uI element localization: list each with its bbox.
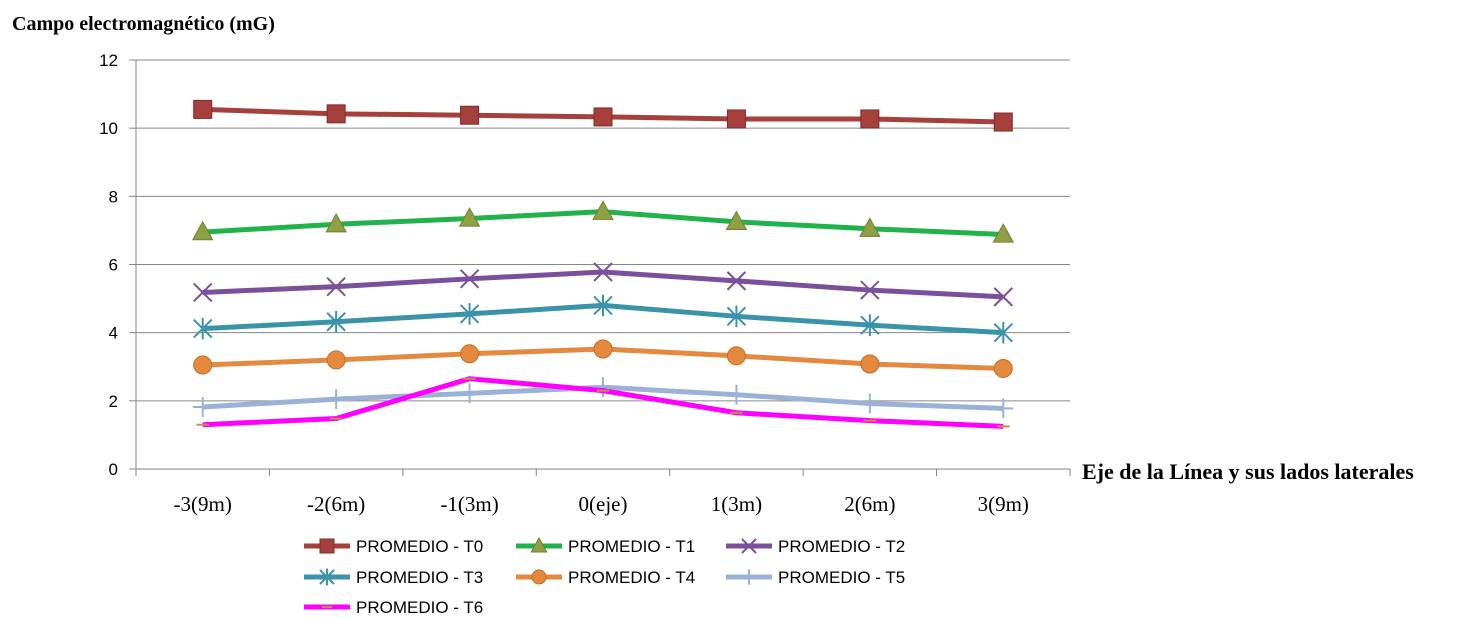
series-2 (193, 262, 1013, 307)
y-tick-label: 6 (109, 256, 118, 275)
data-point (593, 294, 613, 317)
data-point (192, 397, 213, 417)
data-point (326, 350, 346, 370)
data-point (193, 317, 213, 340)
data-point (325, 212, 347, 233)
series-3 (193, 294, 1013, 344)
data-point (726, 346, 746, 366)
x-axis-label: Eje de la Línea y sus lados laterales (1082, 459, 1414, 484)
data-point (326, 389, 347, 410)
legend-item: PROMEDIO - T1 (516, 536, 695, 556)
legend-item: PROMEDIO - T5 (726, 568, 905, 587)
data-point (725, 210, 748, 231)
x-tick-labels: -3(9m) -2(6m) -1(3m) 0(eje) 1(3m) 2(6m) 3(9m) (174, 492, 1029, 516)
series-4 (193, 339, 1013, 378)
data-point (859, 393, 880, 414)
legend-label: PROMEDIO - T3 (356, 568, 483, 587)
data-point (326, 276, 346, 297)
data-point (326, 104, 346, 124)
data-point (460, 105, 480, 125)
data-point (193, 355, 213, 375)
x-tick-label: 0(eje) (579, 492, 628, 516)
data-point (726, 271, 747, 291)
data-point (860, 354, 880, 374)
data-point (592, 200, 614, 220)
y-tick-label: 12 (99, 51, 118, 70)
data-point (193, 282, 213, 303)
legend-item: PROMEDIO - T2 (726, 537, 905, 556)
data-point (319, 568, 335, 586)
legend-label: PROMEDIO - T6 (356, 598, 483, 617)
legend-label: PROMEDIO - T1 (568, 537, 695, 556)
x-tick-label: -3(9m) (174, 492, 232, 516)
series-0 (193, 99, 1013, 132)
data-point (860, 109, 880, 129)
data-point (993, 112, 1013, 132)
x-tick-label: -1(3m) (440, 492, 498, 516)
series-1 (191, 200, 1015, 243)
data-point (459, 269, 480, 289)
data-point (726, 109, 746, 129)
data-point (593, 377, 613, 398)
data-point (459, 303, 480, 325)
data-point (741, 569, 757, 585)
y-tick-label: 2 (109, 392, 118, 411)
series-6 (196, 376, 1010, 429)
data-point (993, 321, 1013, 344)
data-point (460, 344, 480, 364)
legend-label: PROMEDIO - T5 (778, 568, 905, 587)
data-point (319, 538, 335, 554)
gridlines (136, 59, 1070, 402)
legend: PROMEDIO - T0 PROMEDIO - T1 PROMEDIO - T2 P… (304, 536, 905, 617)
x-tick-label: 3(9m) (978, 492, 1029, 516)
data-point (726, 384, 747, 405)
series-line (202, 269, 1004, 300)
y-tick-label: 0 (109, 460, 118, 479)
data-point (741, 538, 757, 554)
data-point (530, 536, 548, 553)
legend-item: PROMEDIO - T0 (304, 537, 483, 556)
legend-label: PROMEDIO - T4 (568, 568, 695, 587)
x-tick-label: -2(6m) (307, 492, 365, 516)
data-point (459, 383, 480, 404)
data-point (326, 310, 346, 333)
data-point (860, 280, 880, 300)
y-axis-label: Campo electromagnético (mG) (12, 13, 275, 35)
data-point (726, 305, 747, 328)
data-point (993, 358, 1013, 378)
data-point (531, 569, 547, 585)
data-point (458, 207, 481, 227)
data-point (593, 107, 613, 127)
legend-item: PROMEDIO - T6 (304, 598, 483, 617)
y-tick-label: 4 (109, 324, 118, 343)
legend-item: PROMEDIO - T4 (516, 568, 695, 587)
legend-label: PROMEDIO - T2 (778, 537, 905, 556)
data-point (593, 262, 613, 282)
data-point (191, 220, 214, 241)
data-point (593, 339, 613, 359)
series-group (191, 99, 1015, 429)
series-5 (192, 377, 1014, 419)
axes (129, 59, 1071, 476)
data-point (993, 287, 1013, 307)
x-tick-label: 2(6m) (844, 492, 895, 516)
data-point (860, 314, 880, 336)
data-point (992, 223, 1015, 243)
data-point (993, 398, 1014, 419)
legend-item: PROMEDIO - T3 (304, 568, 483, 587)
data-point (859, 217, 881, 237)
y-tick-labels: 0 2 4 6 8 10 12 (99, 51, 118, 479)
y-tick-label: 10 (99, 119, 118, 138)
legend-label: PROMEDIO - T0 (356, 537, 483, 556)
data-point (193, 99, 213, 119)
y-tick-label: 8 (109, 187, 118, 206)
x-tick-label: 1(3m) (711, 492, 762, 516)
